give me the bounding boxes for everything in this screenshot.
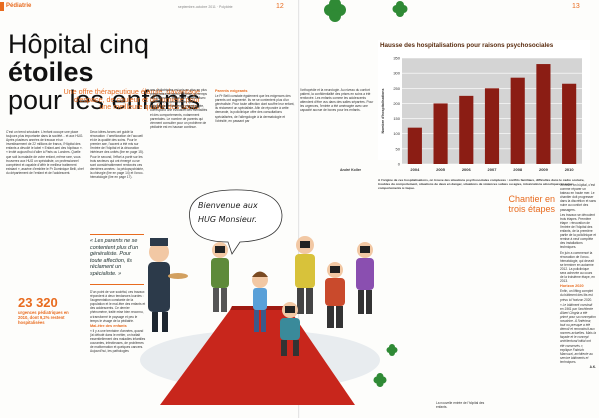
- section-heading-malettre: Mal-être des enfants: [90, 323, 127, 328]
- sidebar-text-3: En juin a commencé la rénovation de l'on…: [560, 250, 595, 284]
- y-axis-label: Nombre d'hospitalisations: [381, 89, 385, 134]
- photographer-figure: [295, 236, 315, 314]
- page-gutter: [298, 0, 301, 418]
- title-prefix: Hôpital cinq: [8, 29, 150, 59]
- leaf-decoration: [324, 0, 408, 22]
- chart-caption: A l'origine de ces hospitalisations, on …: [378, 178, 585, 190]
- page-number-right: 13: [572, 3, 580, 10]
- x-tick-label: 2010: [565, 167, 575, 172]
- bubble-line-1: Bienvenue aux: [198, 201, 258, 210]
- author-signature: André Koller: [340, 168, 362, 172]
- photographer-figure: [211, 242, 229, 312]
- photographer-figure: [280, 302, 300, 356]
- issue-info: septembre-octobre 2011 · Polyâtrie: [178, 5, 233, 9]
- column-2: Deux idées-forces ont guidé la rénovatio…: [90, 130, 146, 235]
- y-tick-label: 350: [393, 56, 400, 61]
- child-figure: [252, 271, 268, 332]
- sidebar-text-1: Rénover un hôpital, c'est comme réparer …: [560, 183, 596, 212]
- sidebar-signature: A.K.: [589, 365, 596, 370]
- title-line2: pour les enfants: [8, 85, 201, 115]
- photo-caption: La nouvelle entrée de l'hôpital des enfa…: [436, 401, 485, 409]
- bar: [484, 88, 500, 164]
- bar: [510, 77, 525, 164]
- red-carpet: [160, 310, 355, 405]
- y-tick-label: 250: [393, 86, 400, 91]
- bar: [536, 64, 551, 164]
- bar: [407, 127, 422, 164]
- photographer-figure: [325, 262, 345, 328]
- column-3-text: ans pédiatriques est pris en plus en plu…: [150, 88, 208, 129]
- clover-leaf-icon: [392, 1, 408, 17]
- x-tick-label: 2005: [436, 167, 446, 172]
- column-2c-text: « Il y a une trentaine d'années, quand j…: [90, 328, 146, 354]
- clover-leaf-icon: [324, 0, 346, 22]
- speech-bubble: Bienvenue aux HUG Monsieur.: [189, 189, 283, 255]
- bubble-line-2: HUG Monsieur.: [198, 215, 257, 224]
- bar: [459, 95, 474, 164]
- column-3: ans pédiatriques est pris en plus en plu…: [150, 88, 208, 168]
- illustration-entrance: Bienvenue aux HUG Monsieur.: [140, 189, 398, 405]
- bar: [433, 103, 448, 164]
- sidebar-text-4: Enfin, un lifting complet du bâtiment de…: [560, 289, 593, 302]
- sidebar-text-5: « Le bâtiment construit en 1961 par l'ar…: [560, 302, 596, 364]
- clover-leaf-icon: [373, 373, 387, 387]
- x-tick-label: 2008: [513, 167, 523, 172]
- bar: [562, 83, 577, 164]
- y-tick-label: 100: [393, 131, 400, 136]
- column-3b: Parents exigeants Le Pr Belli constate é…: [215, 88, 295, 173]
- page-number-left: 12: [276, 3, 284, 10]
- y-tick-label: 200: [393, 101, 400, 106]
- article-title: Hôpital cinq étoiles pour les enfants: [8, 30, 223, 114]
- rubrique-label: Pédiatrie: [6, 3, 32, 9]
- x-tick-label: 2004: [410, 167, 420, 172]
- clover-leaf-icon: [386, 344, 398, 356]
- article-subtitle: Une offre thérapeutique élargie, davanta…: [63, 87, 200, 112]
- photographer-figure: [356, 242, 374, 314]
- column-1-text: C'est un trend séculaire. L'enfant occup…: [6, 130, 84, 175]
- bar-chart: 0 50 100 150 200 250 300 350 2004 2005 2006 2007 200…: [381, 56, 582, 172]
- column-1: C'est un trend séculaire. L'enfant occup…: [6, 130, 84, 290]
- quote-rule-bottom: [90, 284, 144, 285]
- stat-number: 23 320: [18, 295, 58, 310]
- section-heading-parents: Parents exigeants: [215, 89, 248, 93]
- y-tick-label: 0: [398, 162, 401, 167]
- x-tick-label: 2007: [488, 167, 498, 172]
- sidebar-text: Rénover un hôpital, c'est comme réparer …: [560, 183, 596, 370]
- sidebar-text-2: Les travaux se déroulent trois étapes. P…: [560, 212, 596, 250]
- quote-rule-top: [90, 234, 144, 235]
- column-3b-text: Le Pr Belli constate également que les e…: [215, 94, 295, 123]
- pull-quote: « Les parents ne se contentent plus d'un…: [90, 238, 139, 277]
- chart-title: Hausse des hospitalisations pour raisons…: [380, 42, 554, 49]
- column-2b: D'un point de vue sociétal, ces travaux …: [90, 290, 146, 415]
- right-column-1: l'orthopédie et la neurologie. Au niveau…: [300, 88, 374, 168]
- section-heading-horizon: Horizon 2020: [560, 284, 584, 289]
- x-tick-label: 2009: [539, 167, 549, 172]
- title-bold: étoiles: [8, 57, 94, 87]
- stat-caption: urgences pédiatriques en 2010, dont 9,2%…: [18, 310, 69, 325]
- right-column-1-text: l'orthopédie et la neurologie. Au niveau…: [300, 88, 374, 113]
- y-tick-label: 50: [396, 146, 401, 151]
- sidebar-title: Chantier en trois étapes: [508, 194, 555, 214]
- y-tick-label: 150: [393, 116, 400, 121]
- y-tick-label: 300: [393, 71, 400, 76]
- column-2b-text: D'un point de vue sociétal, ces travaux …: [90, 290, 146, 323]
- column-2-text: Deux idées-forces ont guidé la rénovatio…: [90, 130, 144, 180]
- rubrique-marker: [0, 2, 4, 11]
- doorman-figure: [148, 238, 188, 332]
- x-tick-label: 2006: [462, 167, 472, 172]
